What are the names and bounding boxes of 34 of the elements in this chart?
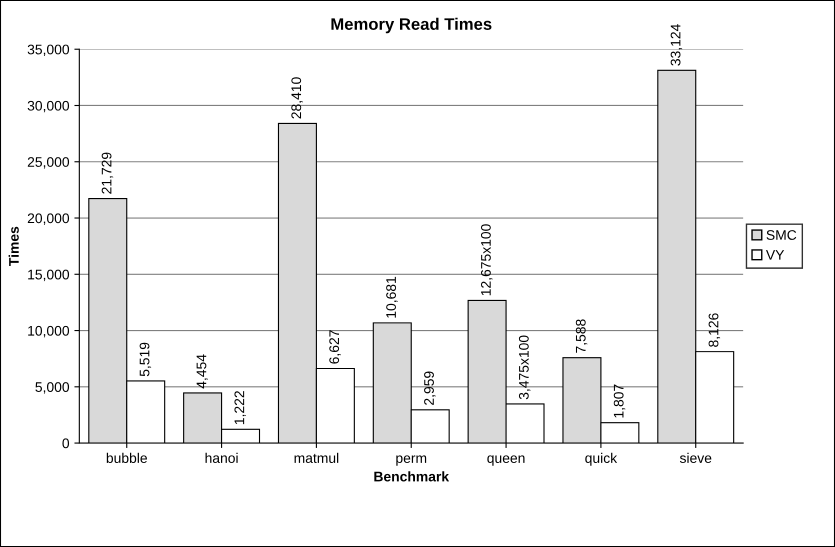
x-tick-label: queen [487, 455, 524, 466]
x-tick-label: bubble [106, 452, 147, 463]
data-label: 2,959 [424, 372, 436, 405]
data-label: 5,519 [140, 342, 152, 376]
data-label: 6,627 [329, 330, 341, 364]
y-axis-title: Times [8, 226, 19, 266]
data-label: 33,124 [670, 24, 682, 66]
y-tick-label: 35,000 [28, 44, 70, 56]
data-label: 12,675x100 [480, 224, 492, 296]
chart-title: Memory Read Times [331, 18, 492, 34]
data-label: 8,126 [708, 313, 720, 347]
data-label: 4,454 [196, 354, 208, 388]
data-label: 28,410 [291, 77, 303, 119]
x-tick-label: perm [396, 455, 426, 466]
data-label: 3,475x100 [518, 335, 530, 400]
y-tick-label: 15,000 [28, 270, 70, 282]
y-tick-label: 25,000 [28, 157, 70, 169]
legend-label: SMC [766, 230, 796, 240]
y-tick-label: 5,000 [35, 382, 70, 394]
data-label: 10,681 [386, 276, 398, 318]
x-axis-title: Benchmark [374, 471, 450, 482]
x-tick-label: hanoi [206, 452, 238, 463]
x-tick-label: sieve [680, 452, 712, 463]
y-tick-label: 30,000 [28, 100, 70, 112]
y-tick-label: 20,000 [28, 213, 70, 225]
data-label: 21,729 [102, 152, 114, 194]
data-label: 7,588 [576, 319, 588, 353]
data-label: 1,807 [614, 384, 626, 418]
data-label: 1,222 [234, 391, 246, 424]
legend-label: VY [766, 250, 784, 260]
x-tick-label: matmul [294, 452, 338, 463]
y-tick-label: 10,000 [28, 326, 70, 338]
x-tick-label: quick [585, 452, 618, 466]
y-tick-label: 0 [62, 438, 70, 448]
